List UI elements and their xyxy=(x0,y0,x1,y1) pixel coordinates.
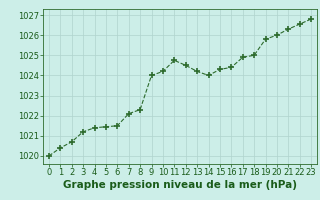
X-axis label: Graphe pression niveau de la mer (hPa): Graphe pression niveau de la mer (hPa) xyxy=(63,180,297,190)
